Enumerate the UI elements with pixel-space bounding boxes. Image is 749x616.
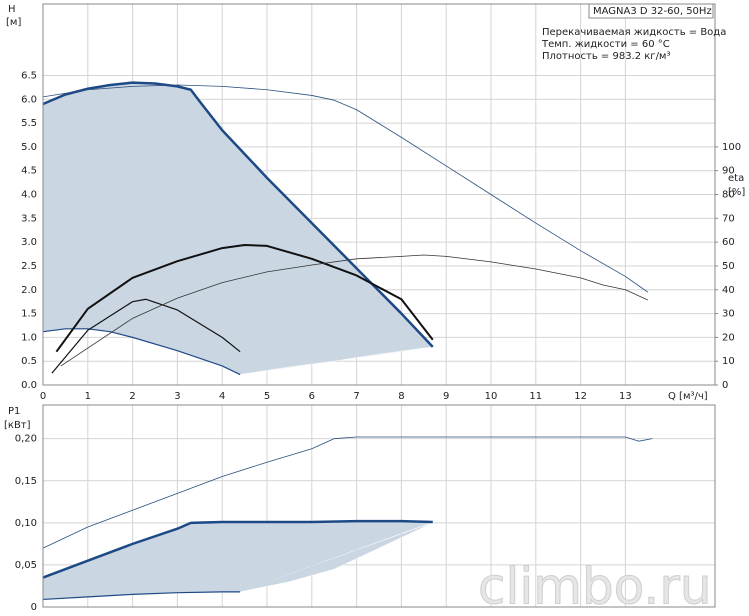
y-tick-label: 6.5 bbox=[21, 70, 37, 81]
y2-tick-label: 60 bbox=[722, 237, 735, 248]
y-tick-label: 5.5 bbox=[21, 118, 37, 129]
x-tick-label: 13 bbox=[619, 391, 632, 402]
y-tick-label: 0,15 bbox=[15, 476, 37, 487]
x-tick-label: 0 bbox=[40, 391, 46, 402]
curve bbox=[42, 519, 433, 579]
y2-tick-label: 30 bbox=[722, 309, 735, 320]
range-edge bbox=[240, 522, 433, 593]
y-tick-label: 0.0 bbox=[21, 380, 37, 391]
operating-range bbox=[43, 82, 433, 375]
info-title: MAGNA3 D 32-60, 50Hz bbox=[593, 6, 712, 17]
y-axis-unit: [м] bbox=[6, 17, 21, 28]
y-tick-label: 3.0 bbox=[21, 237, 37, 248]
annotation: Темп. жидкости = 60 °C bbox=[541, 39, 670, 50]
curve bbox=[42, 591, 241, 601]
x-tick-label: 2 bbox=[129, 391, 135, 402]
y2-axis-title: eta bbox=[728, 173, 744, 184]
x-tick-label: 11 bbox=[529, 391, 542, 402]
y-tick-label: 4.0 bbox=[21, 190, 37, 201]
y-tick-label: 0,10 bbox=[15, 518, 37, 529]
y2-tick-label: 40 bbox=[722, 285, 735, 296]
y2-tick-label: 90 bbox=[722, 166, 735, 177]
x-tick-label: 4 bbox=[219, 391, 225, 402]
curve bbox=[42, 436, 653, 549]
watermark: climbo.ru bbox=[478, 558, 712, 616]
x-tick-label: 3 bbox=[174, 391, 180, 402]
y-tick-label: 1.5 bbox=[21, 309, 37, 320]
curve bbox=[42, 81, 434, 348]
layer bbox=[42, 81, 653, 601]
y-tick-label: 2.0 bbox=[21, 285, 37, 296]
y2-tick-label: 80 bbox=[722, 190, 735, 201]
y-tick-label: 2.5 bbox=[21, 261, 37, 272]
layer: 0 1 2 3 4 5 6 7 8 9 10 11 12 130.00.51.01.52.02.53.03… bbox=[15, 3, 741, 613]
y-tick-label: 4.5 bbox=[21, 166, 37, 177]
curve bbox=[42, 84, 649, 293]
plot-frame bbox=[42, 404, 716, 608]
y-axis-unit: [кВт] bbox=[4, 420, 31, 431]
y2-tick-label: 20 bbox=[722, 332, 735, 343]
x-tick-label: 8 bbox=[398, 391, 404, 402]
y-tick-label: 0 bbox=[31, 602, 37, 613]
annotation: Плотность = 983.2 кг/м³ bbox=[542, 51, 671, 62]
x-tick-label: 12 bbox=[574, 391, 587, 402]
y-tick-label: 0,05 bbox=[15, 560, 37, 571]
curve bbox=[51, 298, 241, 374]
x-tick-label: 1 bbox=[85, 391, 91, 402]
y2-axis-unit: [%] bbox=[728, 187, 745, 198]
y-tick-label: 3.5 bbox=[21, 213, 37, 224]
y2-tick-label: 100 bbox=[722, 142, 741, 153]
y-tick-label: 5.0 bbox=[21, 142, 37, 153]
y-axis-title: H bbox=[8, 4, 16, 15]
x-tick-label: 9 bbox=[443, 391, 449, 402]
x-axis-title: Q [м³/ч] bbox=[668, 391, 708, 402]
x-tick-label: 6 bbox=[309, 391, 315, 402]
curve bbox=[60, 254, 648, 367]
plot-frame bbox=[42, 3, 716, 386]
x-tick-label: 7 bbox=[353, 391, 359, 402]
x-tick-label: 10 bbox=[485, 391, 498, 402]
y2-tick-label: 50 bbox=[722, 261, 735, 272]
y2-tick-label: 0 bbox=[722, 380, 728, 391]
range-edge bbox=[240, 346, 433, 375]
y-tick-label: 0,20 bbox=[15, 434, 37, 445]
operating-range bbox=[43, 521, 433, 600]
y2-tick-label: 10 bbox=[722, 356, 735, 367]
curve bbox=[55, 243, 434, 353]
y-axis-title: P1 bbox=[8, 406, 20, 417]
y-tick-label: 1.0 bbox=[21, 332, 37, 343]
curve bbox=[42, 328, 241, 376]
x-tick-label: 5 bbox=[264, 391, 270, 402]
info-box bbox=[588, 3, 714, 19]
layer bbox=[42, 4, 715, 608]
y-tick-label: 6.0 bbox=[21, 94, 37, 105]
annotation: Перекачиваемая жидкость = Вода bbox=[542, 27, 726, 38]
y2-tick-label: 70 bbox=[722, 213, 735, 224]
y-tick-label: 0.5 bbox=[21, 356, 37, 367]
